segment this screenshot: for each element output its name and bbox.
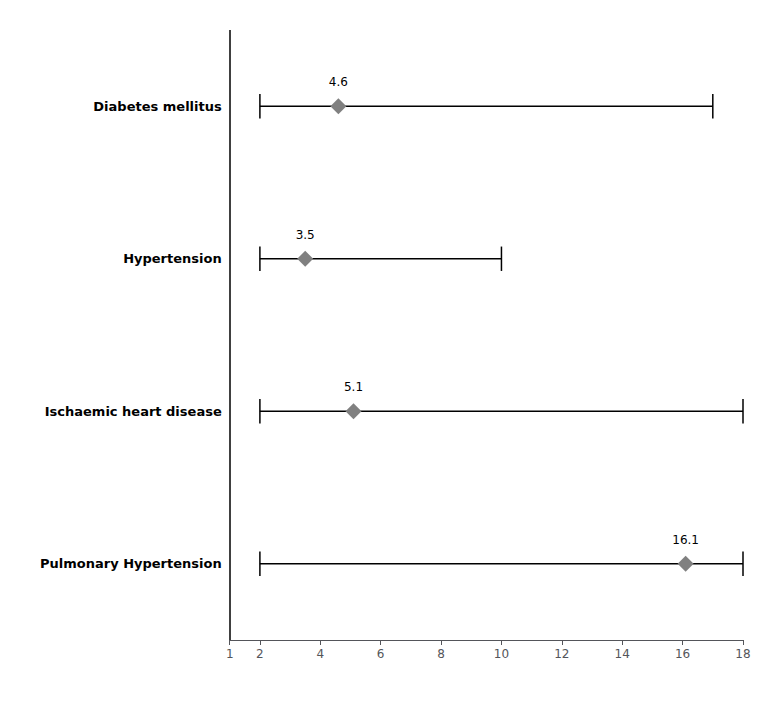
svg-text:8: 8: [437, 647, 445, 661]
svg-text:Ischaemic heart disease: Ischaemic heart disease: [45, 404, 222, 419]
svg-text:16: 16: [675, 647, 690, 661]
svg-text:1: 1: [226, 647, 234, 661]
svg-text:14: 14: [615, 647, 630, 661]
svg-text:Hypertension: Hypertension: [123, 251, 222, 266]
svg-text:3.5: 3.5: [296, 228, 315, 242]
svg-text:4.6: 4.6: [329, 75, 348, 89]
svg-text:Diabetes mellitus: Diabetes mellitus: [93, 99, 222, 114]
svg-text:Pulmonary Hypertension: Pulmonary Hypertension: [40, 556, 222, 571]
svg-text:10: 10: [494, 647, 509, 661]
svg-text:5.1: 5.1: [344, 380, 363, 394]
svg-text:2: 2: [256, 647, 264, 661]
svg-text:4: 4: [316, 647, 324, 661]
svg-text:16.1: 16.1: [672, 533, 699, 547]
svg-text:12: 12: [554, 647, 569, 661]
svg-text:6: 6: [377, 647, 385, 661]
svg-text:18: 18: [735, 647, 750, 661]
